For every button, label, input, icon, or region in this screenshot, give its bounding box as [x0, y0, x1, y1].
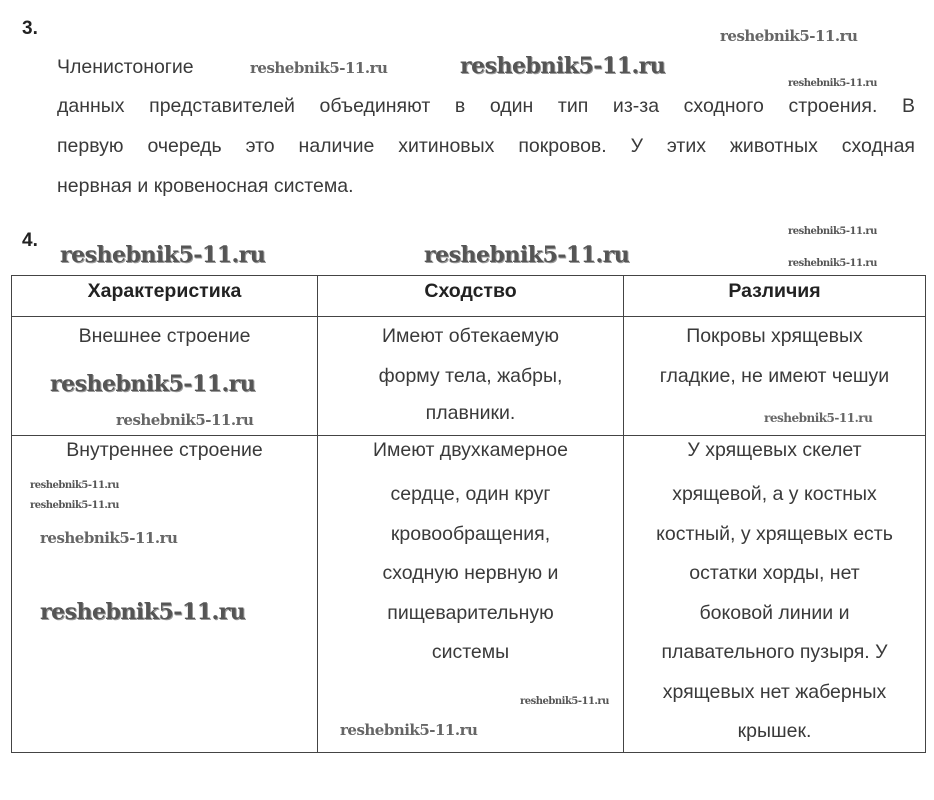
table-row: Внутреннее строение Имеют двухкамерное с…: [11, 435, 926, 753]
answer-title: Членистоногие: [57, 56, 194, 78]
table-cell: У хрящевых скелет хрящевой, а у костных …: [623, 435, 926, 753]
comparison-table: Характеристика Сходство Различия Внешнее…: [11, 275, 926, 753]
watermark: reshebnik5-11.ru: [520, 696, 609, 707]
cell-line: Внешнее строение: [78, 325, 251, 347]
watermark: reshebnik5-11.ru: [30, 480, 119, 491]
table-cell: Имеют двухкамерное сердце, один круг кро…: [317, 435, 624, 753]
watermark: reshebnik5-11.ru: [424, 242, 630, 268]
watermark: reshebnik5-11.ru: [720, 27, 858, 45]
watermark: reshebnik5-11.ru: [764, 411, 873, 425]
cell-line: У хрящевых скелет: [687, 439, 862, 461]
answer-line: данных представителей объединяют в один …: [57, 95, 915, 117]
cell-line: Имеют двухкамерное: [373, 439, 568, 461]
cell-line: системы: [431, 641, 510, 663]
watermark: reshebnik5-11.ru: [460, 53, 666, 79]
cell-line: кровообращения,: [390, 522, 551, 545]
cell-line: плавники.: [425, 402, 516, 424]
cell-line: сердце, один круг: [390, 483, 551, 505]
question-3-number: 3.: [22, 18, 38, 39]
watermark: reshebnik5-11.ru: [40, 529, 178, 547]
table-cell: Внешнее строение: [11, 316, 318, 436]
header-characteristic: Характеристика: [11, 275, 318, 317]
question-4-number: 4.: [22, 230, 38, 251]
cell-line: Покровы хрящевых: [686, 325, 863, 347]
watermark: reshebnik5-11.ru: [340, 721, 478, 739]
cell-line: хрящевых нет жаберных: [662, 680, 887, 703]
answer-line: первую очередь это наличие хитиновых пок…: [57, 135, 915, 157]
cell-line: остатки хорды, нет: [689, 562, 860, 584]
cell-line: Внутреннее строение: [66, 439, 263, 461]
cell-line: костный, у хрящевых есть: [656, 522, 893, 545]
watermark: reshebnik5-11.ru: [116, 411, 254, 429]
cell-line: Имеют обтекаемую: [381, 325, 560, 347]
cell-line: крышек.: [737, 720, 812, 742]
watermark: reshebnik5-11.ru: [60, 242, 266, 268]
cell-line: сходную нервную и: [382, 562, 559, 584]
cell-line: плавательного пузыря. У: [661, 641, 888, 663]
watermark: reshebnik5-11.ru: [30, 500, 119, 511]
table-cell: Имеют обтекаемую форму тела, жабры, плав…: [317, 316, 624, 436]
answer-line: нервная и кровеносная система.: [57, 175, 354, 197]
watermark: reshebnik5-11.ru: [50, 371, 256, 397]
cell-line: гладкие, не имеют чешуи: [659, 364, 890, 387]
table-header-row: Характеристика Сходство Различия: [11, 275, 926, 317]
cell-line: форму тела, жабры,: [378, 364, 563, 387]
cell-line: хрящевой, а у костных: [672, 483, 877, 505]
table-cell: Внутреннее строение: [11, 435, 318, 753]
watermark: reshebnik5-11.ru: [40, 599, 246, 625]
header-differences: Различия: [623, 275, 926, 317]
watermark: reshebnik5-11.ru: [788, 226, 877, 237]
cell-line: пищеварительную: [387, 601, 554, 624]
watermark: reshebnik5-11.ru: [788, 258, 877, 269]
watermark: reshebnik5-11.ru: [250, 59, 388, 77]
watermark: reshebnik5-11.ru: [788, 78, 877, 89]
cell-line: боковой линии и: [699, 601, 850, 624]
header-similarity: Сходство: [317, 275, 624, 317]
